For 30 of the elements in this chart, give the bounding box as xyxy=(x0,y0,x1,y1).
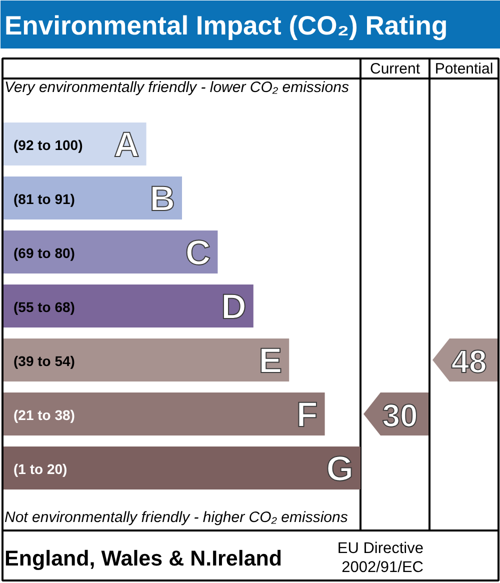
text: Not environmentally friendly - higher CO₂ emissions xyxy=(4,509,348,526)
text: Potential xyxy=(434,60,494,78)
y-tick-label: D xyxy=(221,288,246,326)
bar xyxy=(4,446,360,490)
chart-title: Environmental Impact (CO₂) Rating xyxy=(4,10,448,40)
annotation: (69 to 80) xyxy=(14,245,75,261)
bar xyxy=(4,338,290,382)
bar xyxy=(4,284,254,328)
annotation: (81 to 91) xyxy=(14,191,75,207)
y-tick-label: E xyxy=(258,342,282,380)
y-tick-label: A xyxy=(114,126,140,164)
bar xyxy=(4,392,325,436)
bar xyxy=(4,176,182,220)
annotation: (39 to 54) xyxy=(14,353,75,369)
annotation: (1 to 20) xyxy=(14,461,68,477)
text: EU Directive xyxy=(337,540,424,557)
text: 2002/91/EC xyxy=(342,559,424,576)
y-tick-label: B xyxy=(150,180,176,218)
annotation: (92 to 100) xyxy=(14,137,83,153)
y-tick-label: C xyxy=(185,234,211,272)
text: Very environmentally friendly - lower CO₂ emissions xyxy=(4,79,350,96)
text: England, Wales & N.Ireland xyxy=(4,546,282,570)
y-tick-label: F xyxy=(296,396,318,434)
y-tick-label: G xyxy=(326,450,354,488)
text: 48 xyxy=(451,344,487,380)
annotation: (55 to 68) xyxy=(14,299,75,315)
annotation: (21 to 38) xyxy=(14,407,75,423)
text: Current xyxy=(370,60,421,78)
bar xyxy=(4,230,218,274)
text: 30 xyxy=(382,398,418,434)
